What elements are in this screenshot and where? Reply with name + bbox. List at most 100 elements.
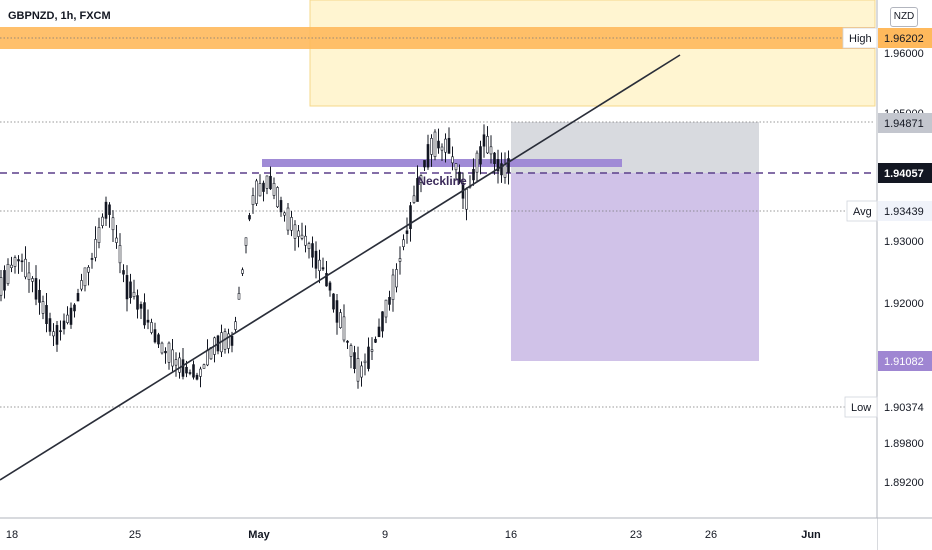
candle-body xyxy=(153,329,157,343)
candle-body xyxy=(48,318,52,332)
y-tick-label: 1.92000 xyxy=(884,298,924,310)
candle-body xyxy=(52,331,55,337)
candle-body xyxy=(353,352,356,369)
candle-body xyxy=(101,216,104,226)
candle-body xyxy=(388,297,391,305)
candle-body xyxy=(440,146,444,151)
candle-body xyxy=(90,258,94,260)
candle-body xyxy=(55,325,59,345)
high-tag-name: High xyxy=(849,33,872,45)
candle-body xyxy=(6,263,10,284)
candle-body xyxy=(143,302,146,326)
y-tick-label: 1.89200 xyxy=(884,477,924,489)
candle-body xyxy=(76,293,80,302)
y-tick-label: 1.89800 xyxy=(884,438,924,450)
candle-body xyxy=(286,207,290,231)
candle-body xyxy=(370,349,374,352)
candle-body xyxy=(367,346,370,369)
candle-body xyxy=(104,201,108,219)
candle-body xyxy=(13,257,17,267)
candle-body xyxy=(489,146,493,155)
x-tick-label: 9 xyxy=(382,529,388,541)
x-tick-label: 26 xyxy=(705,529,717,541)
candle-body xyxy=(34,278,38,300)
candle-body xyxy=(122,270,125,275)
candle-body xyxy=(507,158,510,173)
target-tag-value: 1.91082 xyxy=(884,356,924,368)
candle-body xyxy=(328,282,332,291)
candle-body xyxy=(206,349,209,366)
target-box xyxy=(511,173,759,361)
candle-body xyxy=(325,273,328,287)
candle-body xyxy=(374,338,377,343)
candle-body xyxy=(283,212,286,216)
candle-body xyxy=(181,359,185,377)
candle-body xyxy=(349,345,353,357)
price-tag-avg: Avg 1.93439 xyxy=(846,200,932,222)
candle-body xyxy=(405,230,409,234)
candle-body xyxy=(195,374,199,380)
candle-body xyxy=(73,304,76,312)
candle-body xyxy=(433,131,437,157)
candle-body xyxy=(311,243,314,258)
candle-body xyxy=(430,138,433,155)
candle-body xyxy=(136,295,139,310)
candle-body xyxy=(486,136,489,154)
candle-body xyxy=(279,200,283,213)
candle-body xyxy=(356,358,360,382)
candle-body xyxy=(426,144,430,168)
candle-body xyxy=(300,234,304,239)
candle-body xyxy=(160,342,164,354)
candle-body xyxy=(314,250,318,269)
price-tag-stop: 1.94871 xyxy=(878,113,932,133)
candle-body xyxy=(363,360,367,364)
neckline-bar xyxy=(262,159,622,167)
candle-body xyxy=(318,259,321,272)
candle-body xyxy=(479,146,482,165)
candle-body xyxy=(276,187,279,208)
candle-body xyxy=(402,239,405,247)
candle-body xyxy=(192,364,195,378)
candle-body xyxy=(167,342,171,363)
candle-body xyxy=(164,350,167,354)
candle-body xyxy=(3,270,6,291)
candle-body xyxy=(248,215,251,220)
price-tag-target: 1.91082 xyxy=(878,351,932,371)
currency-button[interactable]: NZD xyxy=(890,7,918,27)
candle-body xyxy=(444,138,447,153)
candle-body xyxy=(346,340,349,343)
y-tick-label: 1.93000 xyxy=(884,236,924,248)
candle-body xyxy=(234,321,237,330)
candle-body xyxy=(384,299,388,318)
candle-body xyxy=(272,182,276,196)
candle-body xyxy=(10,264,13,269)
candle-body xyxy=(241,269,244,274)
candle-body xyxy=(423,160,426,168)
candle-body xyxy=(38,289,41,303)
neckline-tag-value: 1.94057 xyxy=(884,168,924,180)
candle-body xyxy=(199,368,202,377)
candle-body xyxy=(227,333,230,349)
candle-body xyxy=(171,349,174,367)
price-tag-high: High 1.96202 xyxy=(842,27,932,49)
candle-body xyxy=(262,182,265,192)
candle-body xyxy=(27,272,31,280)
candle-body xyxy=(188,372,192,374)
candle-body xyxy=(24,258,27,278)
symbol-title[interactable]: GBPNZD, 1h, FXCM xyxy=(6,10,113,22)
x-tick-label: 23 xyxy=(630,529,642,541)
candle-body xyxy=(437,140,440,149)
candle-body xyxy=(265,175,269,189)
candle-body xyxy=(465,189,468,210)
trendline[interactable] xyxy=(0,54,681,481)
price-scale[interactable] xyxy=(877,0,932,550)
candle-body xyxy=(454,163,458,171)
candle-body xyxy=(409,205,412,229)
candle-body xyxy=(381,311,384,332)
candle-body xyxy=(251,195,255,205)
candle-body xyxy=(157,334,160,345)
candle-body xyxy=(62,320,66,330)
candle-body xyxy=(59,330,62,333)
time-scale[interactable] xyxy=(0,518,877,550)
